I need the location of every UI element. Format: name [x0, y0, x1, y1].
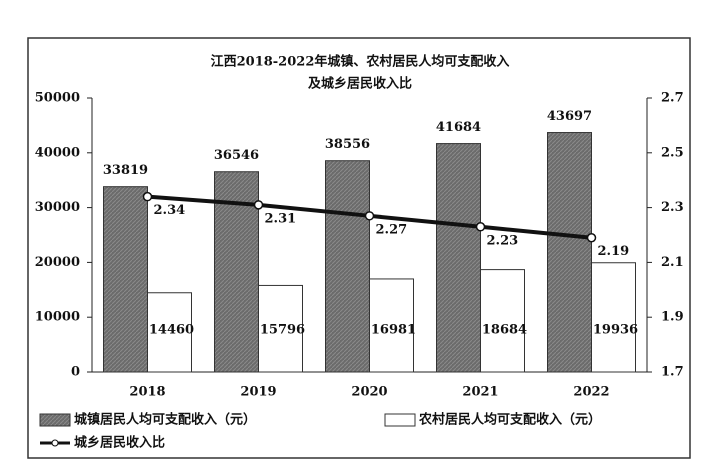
bar: [591, 262, 636, 373]
y2-tick-label: 2.1: [661, 255, 684, 270]
value-label: 38556: [325, 137, 370, 152]
chart-frame: [27, 37, 691, 459]
y-tick-label: 10000: [35, 310, 80, 325]
x-tick-label: 2019: [240, 385, 276, 400]
bar: [369, 278, 414, 373]
bar: [258, 284, 303, 373]
value-label: 15796: [260, 323, 305, 338]
x-tick-label: 2020: [351, 385, 387, 400]
value-label: 2.31: [265, 211, 297, 226]
value-label: 36546: [214, 148, 259, 163]
y2-tick-label: 2.3: [661, 200, 684, 215]
legend-swatch: [39, 413, 71, 427]
legend-swatch: [384, 413, 416, 427]
value-label: 2.23: [487, 233, 519, 248]
bar: [325, 160, 370, 373]
y-tick-label: 0: [71, 365, 80, 380]
line-point: [253, 200, 264, 210]
x-tick-label: 2018: [129, 385, 165, 400]
y2-tick-label: 1.9: [661, 310, 684, 325]
line-point: [475, 222, 486, 232]
line-point: [142, 191, 153, 202]
value-label: 19936: [593, 323, 638, 338]
bar: [147, 292, 192, 373]
value-label: 2.34: [154, 203, 186, 218]
value-label: 2.19: [598, 244, 630, 259]
value-label: 16981: [371, 323, 416, 338]
chart-subtitle: 及城乡居民收入比: [308, 76, 412, 92]
legend-swatch-point: [51, 439, 59, 447]
y-tick-label: 40000: [35, 145, 80, 160]
value-label: 2.27: [376, 222, 408, 237]
legend-label: 城镇居民人均可支配收入（元）: [74, 412, 256, 428]
bar: [103, 186, 148, 373]
y2-tick-label: 2.5: [661, 145, 684, 160]
y2-tick-label: 1.7: [661, 365, 684, 380]
y-tick-label: 50000: [35, 91, 80, 106]
legend-label: 农村居民人均可支配收入（元）: [418, 412, 601, 428]
bar: [480, 269, 525, 373]
y-tick-label: 30000: [35, 200, 80, 215]
value-label: 14460: [149, 323, 194, 338]
x-tick-label: 2021: [462, 385, 498, 400]
chart-title: 江西2018-2022年城镇、农村居民人均可支配收入: [211, 54, 510, 70]
bar: [436, 143, 481, 373]
line-point: [364, 211, 375, 221]
value-label: 41684: [436, 120, 481, 135]
legend-label: 城乡居民收入比: [74, 435, 165, 451]
bar: [547, 132, 592, 373]
x-tick-label: 2022: [573, 385, 609, 400]
value-label: 33819: [103, 163, 148, 178]
y-tick-label: 20000: [35, 255, 80, 270]
y2-tick-label: 2.7: [661, 91, 684, 106]
value-label: 43697: [547, 109, 592, 124]
value-label: 18684: [482, 323, 527, 338]
line-point: [586, 232, 597, 243]
